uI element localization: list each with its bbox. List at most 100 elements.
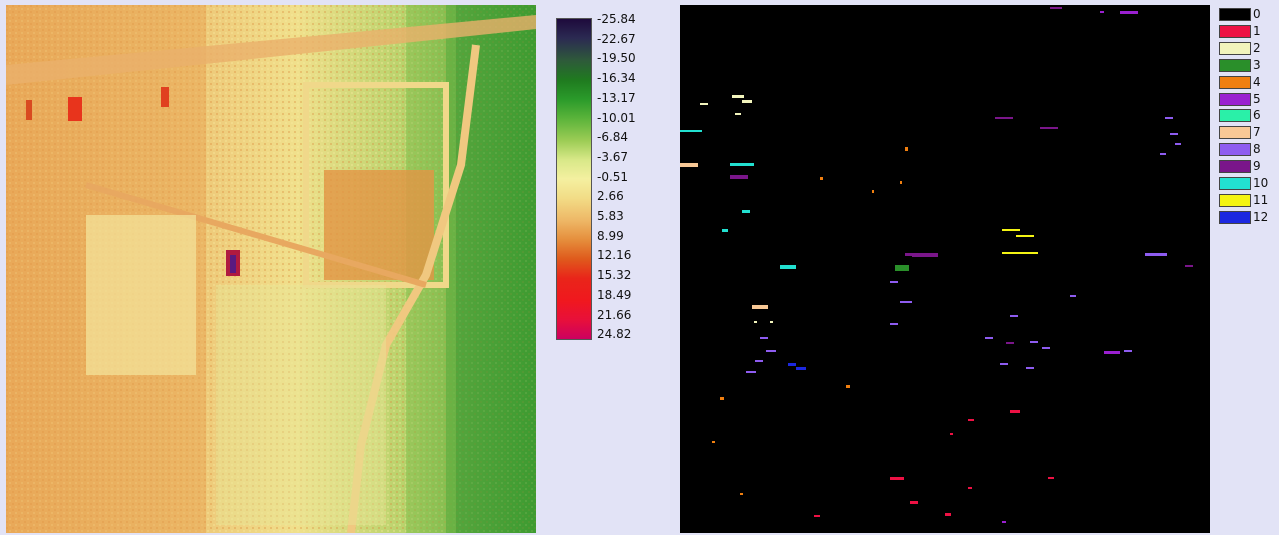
legend-swatch	[1219, 24, 1251, 38]
legend-swatch	[1219, 177, 1251, 190]
colorbar-tick-label: 5.83	[597, 209, 624, 223]
class-region	[872, 190, 874, 193]
class-region	[950, 433, 953, 435]
legend-swatch	[1219, 41, 1251, 55]
class-region	[1160, 153, 1166, 155]
class-region	[912, 253, 938, 257]
legend-swatch	[1219, 143, 1251, 157]
class-region	[1175, 143, 1181, 145]
legend-label: 1	[1253, 23, 1261, 38]
class-region	[814, 515, 820, 517]
legend-label: 10	[1253, 176, 1269, 190]
class-region	[730, 175, 748, 179]
legend-item: 9	[1219, 159, 1277, 175]
legend-swatch	[1219, 210, 1251, 224]
colorbar-tick-label: 2.66	[597, 189, 624, 204]
class-region	[1026, 367, 1034, 369]
class-region	[1010, 410, 1020, 413]
colorbar-tick-label: 24.82	[597, 327, 632, 342]
legend-swatch	[1219, 8, 1251, 21]
class-region	[820, 177, 823, 180]
legend-swatch	[1219, 58, 1251, 72]
legend-label: 0	[1253, 7, 1261, 21]
class-region	[1002, 521, 1006, 523]
legend-item: 11	[1219, 193, 1277, 209]
legend-item: 8	[1219, 142, 1277, 158]
legend-item: 7	[1219, 125, 1277, 141]
class-region	[1042, 347, 1050, 349]
legend-item: 3	[1219, 58, 1277, 74]
colorbar-tick-label: -0.51	[597, 169, 629, 184]
class-region	[890, 323, 898, 325]
legend-item: 4	[1219, 75, 1277, 91]
legend-label: 4	[1253, 74, 1261, 89]
class-region	[1016, 235, 1034, 237]
class-region	[1124, 350, 1132, 352]
class-region	[1000, 363, 1008, 365]
class-region	[1040, 127, 1058, 129]
class-region	[1170, 133, 1178, 135]
class-region	[1050, 7, 1062, 9]
class-region	[1165, 117, 1173, 119]
class-region	[720, 397, 724, 400]
class-region	[905, 253, 915, 256]
colorbar-tick-label: -6.84	[597, 130, 629, 145]
class-region	[1070, 295, 1076, 297]
classification-map	[680, 5, 1210, 533]
class-region	[746, 371, 756, 373]
class-region	[680, 130, 702, 132]
colorbar	[556, 18, 592, 340]
colorbar-tick-label: 8.99	[597, 228, 624, 243]
class-region	[796, 367, 806, 370]
class-region	[788, 363, 796, 366]
legend-label: 8	[1253, 142, 1261, 157]
class-region	[760, 337, 768, 339]
class-region	[780, 265, 796, 269]
class-region	[890, 281, 898, 283]
class-region	[735, 113, 741, 115]
legend-item: 0	[1219, 7, 1277, 23]
class-region	[1104, 351, 1120, 354]
colorbar-tick-label: -13.17	[597, 90, 636, 105]
class-region	[742, 210, 750, 213]
legend-label: 7	[1253, 125, 1261, 140]
class-region	[740, 493, 743, 495]
colorbar-tick-label: 18.49	[597, 287, 632, 302]
colorbar-labels: -25.84 -22.67 -19.50 -16.34 -13.17 -10.01 -6.8…	[597, 12, 667, 352]
colorbar-tick-label: -16.34	[597, 71, 636, 86]
legend-swatch	[1219, 160, 1251, 174]
legend-label: 5	[1253, 91, 1261, 106]
colorbar-tick-label: -19.50	[597, 51, 636, 66]
class-region	[1002, 252, 1038, 254]
class-region	[1100, 11, 1104, 13]
class-region	[742, 100, 752, 103]
legend-swatch	[1219, 193, 1251, 207]
colorbar-tick-label: -10.01	[597, 110, 636, 125]
legend-label: 2	[1253, 40, 1261, 55]
class-region	[995, 117, 1013, 119]
class-region	[1002, 229, 1020, 231]
class-region	[895, 265, 909, 271]
legend-swatch	[1219, 92, 1251, 106]
class-region	[1145, 253, 1167, 256]
colorbar-tick-label: 15.32	[597, 268, 632, 283]
class-region	[846, 385, 850, 388]
class-region	[752, 305, 768, 309]
legend-label: 12	[1253, 209, 1269, 224]
legend-swatch	[1219, 75, 1251, 89]
class-region	[730, 163, 754, 166]
class-region	[755, 360, 763, 362]
legend-swatch	[1219, 126, 1251, 140]
class-region	[1120, 11, 1138, 14]
class-region	[985, 337, 993, 339]
class-region	[680, 163, 698, 167]
colorbar-tick-label: -3.67	[597, 149, 629, 164]
legend-item: 1	[1219, 24, 1277, 40]
class-region	[722, 229, 728, 232]
legend-item: 12	[1219, 210, 1277, 226]
legend-item: 2	[1219, 41, 1277, 57]
colorbar-tick-label: 21.66	[597, 307, 632, 322]
class-region	[945, 513, 951, 516]
class-region	[910, 501, 918, 504]
class-region	[968, 419, 974, 421]
